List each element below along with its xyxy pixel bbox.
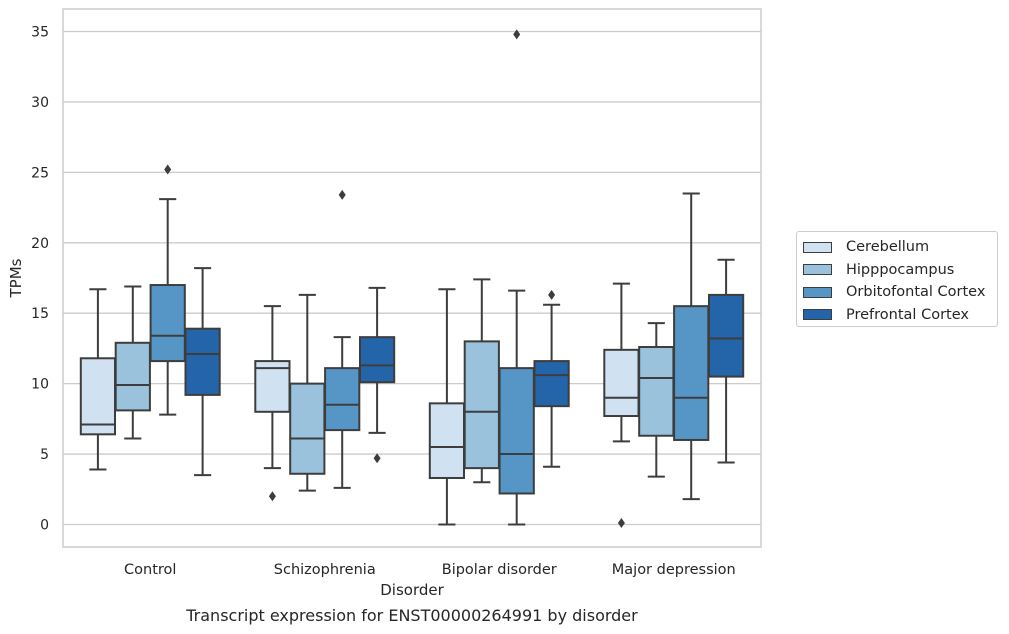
- outlier-point: [164, 164, 172, 175]
- y-tick-label: 15: [31, 306, 49, 322]
- plot-area-frame: [62, 8, 762, 548]
- x-axis-label: Disorder: [380, 581, 444, 599]
- box-series: [79, 29, 745, 529]
- legend-label: Cerebellum: [846, 239, 930, 256]
- x-tick-labels: Control Schizophrenia Bipolar disorder Majo…: [124, 562, 736, 578]
- figure-caption: Transcript expression for ENST0000026499…: [186, 606, 638, 625]
- box-group: [114, 285, 151, 440]
- x-tick-label: Control: [124, 562, 176, 578]
- y-tick-label: 30: [31, 95, 49, 111]
- legend-label: Orbitofontal Cortex: [846, 284, 986, 301]
- legend-item-orbitofrontal-cortex: Orbitofontal Cortex: [803, 281, 997, 304]
- legend-swatch: [803, 286, 832, 298]
- legend-item-hippocampus: Hipppocampus: [803, 259, 997, 282]
- legend-swatch: [803, 264, 832, 276]
- outlier-point: [548, 289, 556, 300]
- y-tick-labels: 0 5 10 15 20 25 30 35: [31, 25, 49, 534]
- box-group: [289, 293, 326, 492]
- box-group: [707, 258, 745, 464]
- box-group: [428, 288, 466, 526]
- box-iqr: [184, 327, 221, 396]
- y-axis-label: TPMs: [7, 258, 25, 298]
- box-group: [358, 286, 396, 464]
- outlier-point: [513, 29, 521, 40]
- box-iqr: [603, 348, 640, 418]
- box-group: [463, 278, 500, 484]
- y-tick-label: 35: [31, 25, 49, 41]
- outlier-point: [338, 189, 346, 200]
- y-tick-label: 0: [40, 517, 49, 533]
- box-iqr: [498, 367, 535, 495]
- legend-label: Prefrontal Cortex: [846, 306, 969, 323]
- box-iqr: [149, 284, 186, 363]
- box-group: [603, 282, 640, 529]
- legend: Cerebellum Hipppocampus Orbitofontal Cor…: [796, 231, 998, 327]
- legend-swatch: [803, 241, 832, 253]
- box-group: [324, 189, 361, 489]
- y-tick-label: 5: [40, 447, 49, 463]
- box-group: [498, 29, 535, 526]
- box-iqr: [324, 367, 361, 432]
- box-iqr: [707, 293, 745, 378]
- box-group: [254, 305, 291, 502]
- box-iqr: [673, 305, 710, 441]
- box-group: [673, 192, 710, 501]
- legend-item-prefrontal-cortex: Prefrontal Cortex: [803, 304, 997, 327]
- box-iqr: [289, 382, 326, 475]
- box-iqr: [428, 402, 466, 479]
- outlier-point: [617, 518, 625, 529]
- x-tick-label: Bipolar disorder: [442, 562, 557, 578]
- box-iqr: [358, 336, 396, 384]
- box-group: [533, 289, 570, 468]
- outlier-point: [373, 453, 381, 464]
- y-tick-label: 20: [31, 236, 49, 252]
- outlier-point: [268, 491, 276, 502]
- box-group: [79, 288, 117, 471]
- y-tick-label: 10: [31, 377, 49, 393]
- box-iqr: [638, 346, 675, 437]
- legend-label: Hipppocampus: [846, 261, 955, 278]
- box-iqr: [463, 340, 500, 470]
- y-tick-label: 25: [31, 165, 49, 181]
- box-iqr: [79, 357, 117, 436]
- legend-swatch: [803, 309, 832, 321]
- x-tick-label: Schizophrenia: [274, 562, 376, 578]
- box-group: [149, 164, 186, 416]
- box-iqr: [114, 341, 151, 412]
- box-group: [184, 267, 221, 477]
- box-iqr: [533, 360, 570, 408]
- legend-item-cerebellum: Cerebellum: [803, 236, 997, 259]
- x-tick-label: Major depression: [612, 562, 736, 578]
